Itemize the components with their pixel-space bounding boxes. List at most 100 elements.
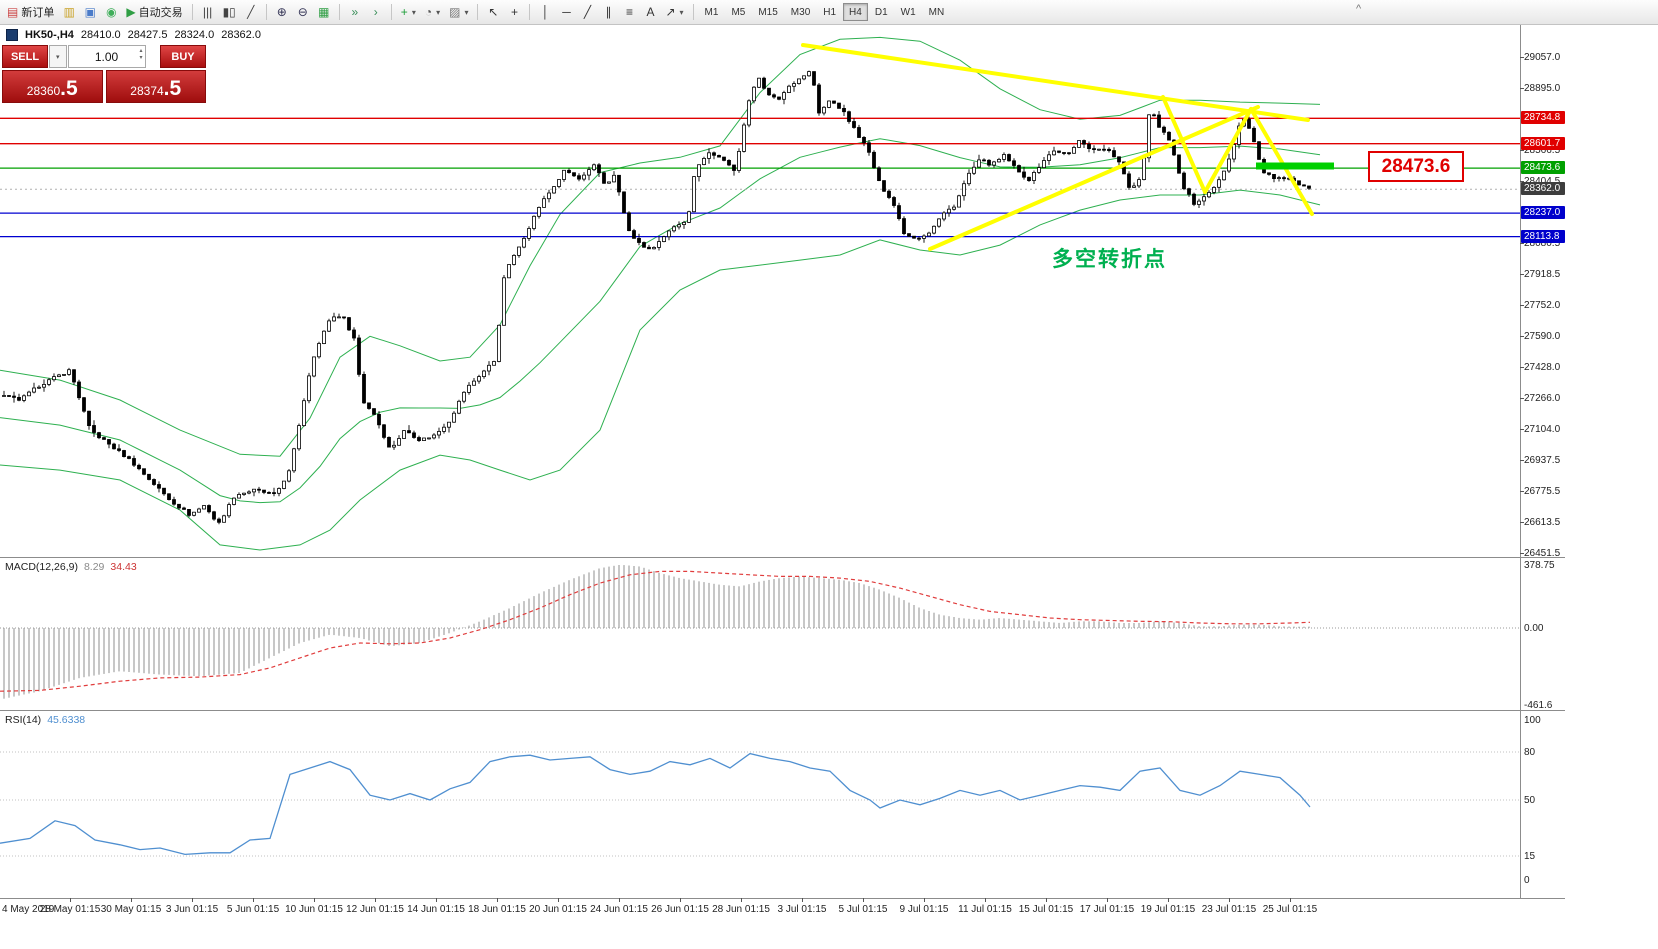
zoom-in-button[interactable]: ⊕: [272, 2, 292, 22]
toolbar-items: ▤ 新订单 ▥ ▣ ◉ ▶ 自动交易 ||| ▮▯ ╱ ⊕ ⊖ ▦» › + ▾ ◔ ▾ ▨ ▾ ↖ + │ ─ ╱ ∥ ≡ A ↗ ▾ M…: [0, 0, 1658, 24]
auto-scroll-icon: »: [351, 5, 359, 19]
time-label: 28 May 01:15: [39, 904, 101, 915]
yellow-trendline[interactable]: [1249, 107, 1314, 216]
yellow-trendline[interactable]: [928, 105, 1260, 251]
time-label: 26 Jun 01:15: [651, 904, 709, 915]
rsi-name: RSI(14): [5, 714, 42, 726]
toolbar-separator: [390, 4, 392, 20]
price-tick-label: 27918.5: [1524, 269, 1561, 280]
yellow-trendline[interactable]: [1161, 95, 1207, 194]
text-button[interactable]: A: [640, 2, 660, 22]
order-type-dropdown[interactable]: ▾: [49, 45, 67, 68]
crosshair-button[interactable]: +: [504, 2, 524, 22]
timeframe-m15-button[interactable]: M15: [752, 3, 783, 21]
trendline-button[interactable]: ╱: [577, 2, 597, 22]
arrows-button[interactable]: ↗ ▾: [661, 2, 687, 22]
timeframe-mn-button[interactable]: MN: [923, 3, 951, 21]
channel-icon: ∥: [605, 5, 612, 19]
buy-button[interactable]: BUY: [160, 45, 206, 68]
spinner-up-icon: ▴: [139, 48, 143, 54]
price-tick-label: 26775.5: [1524, 486, 1561, 497]
symbol-title: HK50-,H4: [25, 29, 74, 41]
timeframe-w1-button[interactable]: W1: [895, 3, 922, 21]
vertical-line-button[interactable]: │: [535, 2, 555, 22]
vertical-line-icon: │: [541, 5, 550, 19]
timeframe-h1-button[interactable]: H1: [817, 3, 842, 21]
horizontal-line-icon: ─: [562, 5, 571, 19]
macd-scale-label: 0.00: [1524, 623, 1544, 634]
timeframe-h4-button[interactable]: H4: [843, 3, 868, 21]
zoom-in-icon: ⊕: [276, 5, 287, 19]
time-label: 5 Jun 01:15: [226, 904, 280, 915]
time-label: 9 Jul 01:15: [899, 904, 949, 915]
candlestick-button[interactable]: ▮▯: [219, 2, 240, 22]
ohlc-open: 28410.0: [80, 29, 121, 41]
new-order-button-label: 新订单: [21, 7, 55, 19]
rsi-indicator-label: RSI(14) 45.6338: [5, 714, 85, 726]
timeframe-m1-button[interactable]: M1: [699, 3, 725, 21]
rsi-pane[interactable]: [0, 711, 1520, 898]
timeframe-d1-button[interactable]: D1: [869, 3, 894, 21]
price-axis-border: [1520, 25, 1521, 898]
channel-button[interactable]: ∥: [598, 2, 618, 22]
ohlc-close: 28362.0: [221, 29, 261, 41]
bar-chart-button[interactable]: |||: [198, 2, 218, 22]
new-order-icon: ▤: [7, 5, 19, 19]
sell-price-display[interactable]: 28360.5: [2, 70, 103, 103]
yellow-trendline[interactable]: [801, 43, 1310, 122]
chart-shift-button[interactable]: ›: [366, 2, 386, 22]
price-tick-label: 26451.5: [1524, 548, 1561, 559]
one-click-trading-panel: SELL ▾ 1.00 ▴ ▾ BUY 28360.5 28374.5: [2, 45, 206, 103]
time-label: 12 Jun 01:15: [346, 904, 404, 915]
sell-button[interactable]: SELL: [2, 45, 48, 68]
trend-drawings: [801, 43, 1334, 251]
cursor-button[interactable]: ↖: [483, 2, 503, 22]
buy-price-main: 28374: [130, 84, 164, 98]
indicators-button[interactable]: + ▾: [397, 2, 420, 22]
turning-point-note[interactable]: 多空转折点: [1052, 248, 1167, 271]
buy-price-frac: .5: [163, 77, 182, 101]
macd-pane[interactable]: [0, 558, 1520, 710]
main-chart[interactable]: [0, 25, 1520, 557]
timeframe-m30-button[interactable]: M30: [785, 3, 816, 21]
periods-button[interactable]: ◔ ▾: [421, 2, 444, 22]
time-label: 4 May 2019: [2, 904, 55, 915]
toolbar-separator: [191, 4, 193, 20]
autotrading-button[interactable]: ▶ 自动交易: [122, 2, 186, 22]
new-order-button[interactable]: ▤ 新订单: [3, 2, 58, 22]
volume-spinner[interactable]: ▴ ▾: [140, 48, 143, 62]
pane-separator[interactable]: [0, 557, 1565, 558]
buy-price-display[interactable]: 28374.5: [105, 70, 206, 103]
macd-histogram: [3, 565, 1310, 699]
pane-separator[interactable]: [0, 710, 1565, 711]
price-callout-box[interactable]: 28473.6: [1368, 151, 1464, 182]
price-line-label: 28734.8: [1521, 111, 1565, 124]
marketwatch-button[interactable]: ▣: [80, 2, 100, 22]
ohlc-high: 28427.5: [127, 29, 168, 41]
timeframe-m5-button[interactable]: M5: [725, 3, 751, 21]
rsi-line: [0, 752, 1311, 856]
yellow-trendline[interactable]: [1203, 107, 1253, 194]
refresh-button[interactable]: ◉: [101, 2, 121, 22]
zoom-out-button[interactable]: ⊖: [293, 2, 313, 22]
price-tick-label: 28895.0: [1524, 83, 1561, 94]
macd-signal-value: 34.43: [110, 561, 137, 573]
price-tick-label: 27428.0: [1524, 362, 1561, 373]
auto-scroll-button[interactable]: »: [345, 2, 365, 22]
toolbar-overflow-icon[interactable]: ^: [1356, 3, 1362, 15]
fibonacci-button[interactable]: ≡: [619, 2, 639, 22]
bollinger-middle-band: [0, 138, 1321, 504]
chart-shift-icon: ›: [373, 5, 378, 19]
indicators-plus-icon: +: [400, 5, 408, 19]
play-icon: ▶: [126, 5, 136, 19]
volume-input[interactable]: 1.00 ▴ ▾: [67, 45, 146, 68]
charts-button[interactable]: ▥: [59, 2, 79, 22]
support-highlight-bar[interactable]: [1256, 162, 1334, 170]
rsi-value: 45.6338: [47, 714, 86, 726]
line-chart-button[interactable]: ╱: [241, 2, 261, 22]
tile-windows-button[interactable]: ▦: [314, 2, 334, 22]
time-label: 3 Jun 01:15: [165, 904, 219, 915]
horizontal-line-button[interactable]: ─: [556, 2, 576, 22]
time-label: 23 Jul 01:15: [1201, 904, 1257, 915]
templates-button[interactable]: ▨ ▾: [445, 2, 472, 22]
